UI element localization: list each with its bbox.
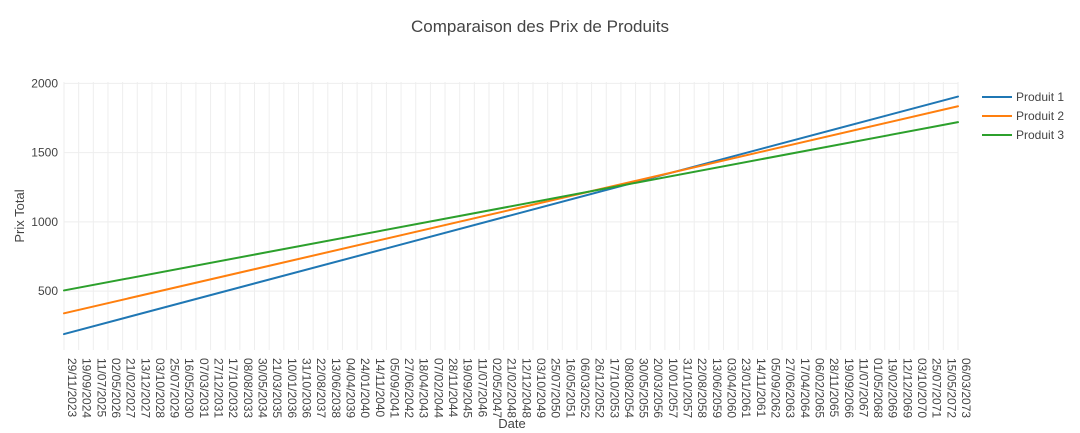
legend[interactable]: Produit 1 Produit 2 Produit 3 bbox=[982, 90, 1064, 142]
x-tick-label: 28/11/2065 bbox=[827, 358, 841, 417]
x-tick-label: 26/12/2052 bbox=[593, 358, 607, 418]
y-tick-label: 1000 bbox=[31, 215, 58, 229]
x-tick-label: 24/01/2040 bbox=[358, 358, 372, 418]
x-tick-label: 03/10/2049 bbox=[534, 358, 548, 418]
x-tick-label: 11/07/2067 bbox=[856, 358, 870, 417]
x-tick-label: 13/12/2027 bbox=[138, 358, 152, 418]
x-tick-label: 07/02/2044 bbox=[431, 358, 445, 418]
x-tick-label: 17/10/2032 bbox=[226, 358, 240, 418]
x-tick-label: 10/01/2036 bbox=[285, 358, 299, 418]
x-tick-label: 18/04/2043 bbox=[417, 358, 431, 418]
x-tick-label: 03/04/2060 bbox=[725, 358, 739, 418]
x-tick-label: 22/08/2058 bbox=[695, 358, 709, 418]
y-tick-label: 1500 bbox=[31, 146, 58, 160]
x-tick-label: 15/05/2072 bbox=[944, 358, 958, 418]
x-tick-label: 31/10/2057 bbox=[681, 358, 695, 418]
x-tick-label: 30/05/2034 bbox=[256, 358, 270, 418]
x-tick-label: 30/05/2055 bbox=[637, 358, 651, 418]
y-gridlines bbox=[64, 82, 958, 292]
x-tick-label: 03/10/2070 bbox=[915, 358, 929, 418]
x-tick-label: 27/12/2031 bbox=[212, 358, 226, 418]
x-tick-label: 08/08/2054 bbox=[622, 358, 636, 418]
x-tick-label: 22/08/2037 bbox=[314, 358, 328, 418]
x-tick-label: 16/05/2051 bbox=[563, 358, 577, 418]
x-tick-label: 31/10/2036 bbox=[299, 358, 313, 418]
x-tick-label: 13/06/2038 bbox=[329, 358, 343, 418]
x-tick-label: 21/02/2048 bbox=[505, 358, 519, 418]
x-tick-label: 27/06/2042 bbox=[402, 358, 416, 418]
x-tick-label: 11/07/2046 bbox=[475, 358, 489, 417]
x-tick-label: 20/03/2056 bbox=[651, 358, 665, 418]
x-tick-label: 28/11/2044 bbox=[446, 358, 460, 417]
x-tick-label: 06/03/2073 bbox=[959, 358, 973, 418]
x-tick-label: 05/09/2041 bbox=[387, 358, 401, 418]
x-tick-label: 08/08/2033 bbox=[241, 358, 255, 418]
x-tick-label: 12/12/2048 bbox=[519, 358, 533, 418]
x-tick-label: 17/10/2053 bbox=[607, 358, 621, 418]
x-tick-label: 25/07/2050 bbox=[549, 358, 563, 418]
x-tick-label: 07/03/2031 bbox=[197, 358, 211, 418]
x-tick-label: 17/04/2064 bbox=[798, 358, 812, 418]
x-tick-label: 29/11/2023 bbox=[65, 358, 79, 417]
x-tick-label: 10/01/2057 bbox=[666, 358, 680, 418]
x-tick-label: 12/12/2069 bbox=[900, 358, 914, 418]
x-tick-label: 19/09/2045 bbox=[461, 358, 475, 418]
x-tick-label: 14/11/2040 bbox=[373, 358, 387, 417]
series-line-1[interactable] bbox=[63, 95, 959, 336]
x-gridlines bbox=[63, 82, 959, 350]
y-tick-label: 500 bbox=[38, 284, 58, 298]
y-tick-label: 2000 bbox=[31, 76, 58, 90]
chart-title: Comparaison des Prix de Produits bbox=[411, 17, 669, 36]
x-tick-label: 19/09/2066 bbox=[842, 358, 856, 418]
x-tick-label: 11/07/2025 bbox=[94, 358, 108, 417]
x-tick-label: 19/09/2024 bbox=[80, 358, 94, 418]
x-tick-label: 14/11/2061 bbox=[754, 358, 768, 417]
x-tick-label: 03/10/2028 bbox=[153, 358, 167, 418]
x-axis-title: Date bbox=[498, 416, 525, 431]
legend-item-label[interactable]: Produit 1 bbox=[1016, 90, 1064, 104]
x-tick-label: 16/05/2030 bbox=[182, 358, 196, 418]
x-tick-label: 21/03/2035 bbox=[270, 358, 284, 418]
x-tick-label: 01/05/2068 bbox=[871, 358, 885, 418]
legend-item-label[interactable]: Produit 2 bbox=[1016, 109, 1064, 123]
x-tick-label: 06/03/2052 bbox=[578, 358, 592, 418]
x-axis-ticks: 29/11/2023 19/09/2024 11/07/2025 02/05/2026… bbox=[65, 358, 973, 418]
x-tick-label: 25/07/2071 bbox=[930, 358, 944, 418]
x-tick-label: 23/01/2061 bbox=[739, 358, 753, 418]
x-tick-label: 25/07/2029 bbox=[168, 358, 182, 418]
series-line-2[interactable] bbox=[63, 105, 959, 315]
series-lines bbox=[63, 95, 959, 336]
x-tick-label: 02/05/2026 bbox=[109, 358, 123, 418]
x-tick-label: 21/02/2027 bbox=[124, 358, 138, 418]
legend-item-label[interactable]: Produit 3 bbox=[1016, 128, 1064, 142]
y-axis-ticks: 500 1000 1500 2000 bbox=[31, 76, 58, 298]
x-tick-label: 13/06/2059 bbox=[710, 358, 724, 418]
x-tick-label: 05/09/2062 bbox=[768, 358, 782, 418]
x-tick-label: 19/02/2069 bbox=[886, 358, 900, 418]
x-tick-label: 02/05/2047 bbox=[490, 358, 504, 418]
x-tick-label: 27/06/2063 bbox=[783, 358, 797, 418]
series-line-3[interactable] bbox=[63, 121, 959, 292]
x-tick-label: 06/02/2065 bbox=[812, 358, 826, 418]
y-axis-title: Prix Total bbox=[12, 189, 27, 242]
x-tick-label: 04/04/2039 bbox=[343, 358, 357, 418]
